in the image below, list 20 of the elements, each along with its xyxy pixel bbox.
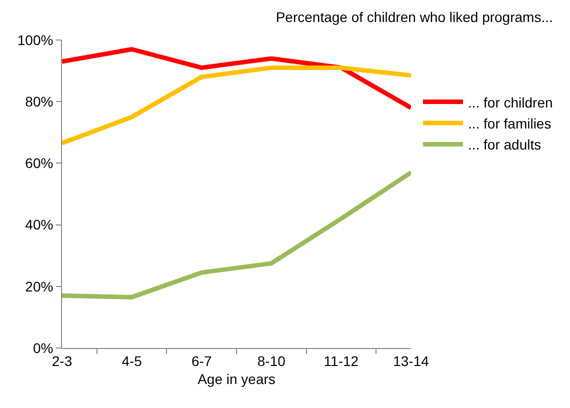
x-tick-label: 6-7 (191, 352, 212, 369)
y-tick-label: 80% (25, 94, 54, 110)
y-tick-label: 20% (25, 278, 54, 294)
y-tick-label: 0% (32, 340, 54, 356)
legend-label: ... for children (468, 94, 553, 110)
x-tick-label: 2-3 (52, 352, 72, 369)
y-tick-label: 100% (17, 32, 54, 48)
legend-label: ... for adults (468, 136, 542, 153)
x-tick-label: 13-14 (393, 352, 430, 369)
line-series (62, 170, 411, 300)
y-tick-label: 40% (25, 216, 54, 233)
legend-label: ... for families (468, 115, 552, 132)
chart-title: Percentage of children who liked programs... (276, 9, 553, 26)
x-tick-label: 11-12 (324, 352, 359, 369)
line-series (62, 65, 411, 146)
line-series (62, 46, 411, 110)
x-axis-title: Age in years (198, 371, 276, 388)
x-tick-label: 4-5 (122, 352, 142, 369)
y-tick-label: 60% (25, 155, 54, 172)
x-tick-label: 8-10 (257, 352, 286, 369)
